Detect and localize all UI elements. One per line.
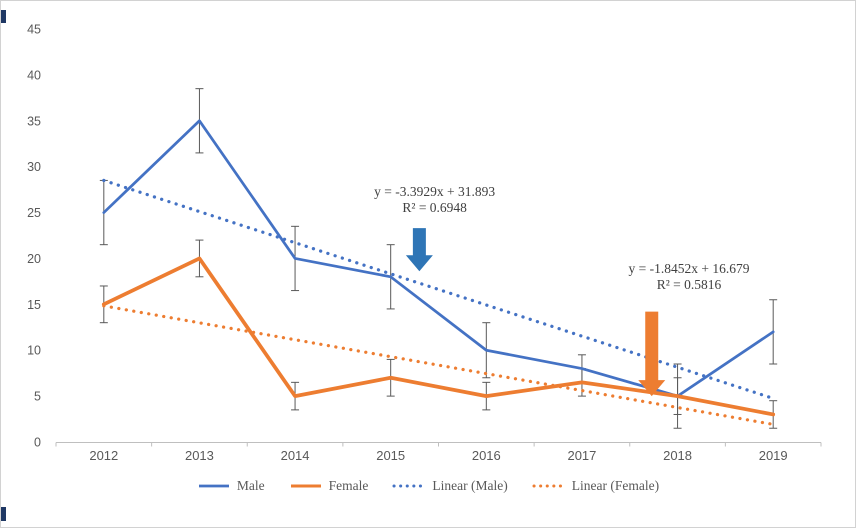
legend-item-male: Male	[197, 478, 265, 494]
legend-item-linear-male: Linear (Male)	[392, 478, 508, 494]
y-axis-tick-label: 35	[27, 114, 41, 128]
legend-sample-linear-male	[392, 484, 426, 488]
series-line-female	[101, 256, 776, 417]
annotation-equation-2-line: R² = 0.5816	[657, 277, 722, 292]
y-axis-tick-label: 30	[27, 160, 41, 174]
y-axis-tick-label: 20	[27, 252, 41, 266]
y-axis-tick-label: 0	[34, 436, 41, 450]
page-edge-artifact-top	[1, 10, 6, 23]
trendline-linear-male	[102, 178, 775, 401]
annotation-arrow-1	[405, 228, 433, 272]
x-axis-category-label: 2014	[281, 448, 310, 463]
legend-label-linear-male: Linear (Male)	[432, 478, 508, 493]
legend-label-female: Female	[328, 478, 369, 493]
legend-sample-female	[290, 484, 321, 488]
annotation-equation-2-line: y = -1.8452x + 16.679	[629, 261, 750, 276]
x-axis-category-label: 2015	[376, 448, 405, 463]
trendline-linear-female	[102, 304, 775, 427]
legend-sample-male	[198, 484, 229, 488]
y-axis-tick-label: 45	[27, 23, 41, 37]
legend-label-linear-female: Linear (Female)	[571, 478, 660, 493]
x-axis-category-label: 2012	[89, 448, 118, 463]
legend-sample-linear-female	[532, 484, 566, 488]
legend-label-male: Male	[236, 478, 265, 493]
series-line-male	[102, 119, 775, 398]
y-axis-tick-label: 40	[27, 68, 41, 82]
legend-item-female: Female	[289, 478, 369, 494]
x-axis-category-label: 2018	[663, 448, 692, 463]
page-edge-artifact-bottom	[1, 507, 6, 521]
y-axis-tick-label: 10	[27, 344, 41, 358]
x-axis-category-label: 2017	[567, 448, 596, 463]
annotation-equation-1-line: y = -3.3929x + 31.893	[374, 184, 495, 199]
x-axis-category-label: 2013	[185, 448, 214, 463]
y-axis-tick-label: 15	[27, 298, 41, 312]
x-axis-category-label: 2016	[472, 448, 501, 463]
y-axis-tick-label: 5	[34, 390, 41, 404]
annotation-equation-1-line: R² = 0.6948	[402, 200, 467, 215]
annotation-arrow-2	[638, 311, 666, 397]
legend-item-linear-female: Linear (Female)	[532, 478, 659, 494]
x-axis-category-label: 2019	[759, 448, 788, 463]
y-axis-tick-label: 25	[27, 206, 41, 220]
legend: Male Female Linear (Male) Linear (Female)	[1, 478, 855, 494]
